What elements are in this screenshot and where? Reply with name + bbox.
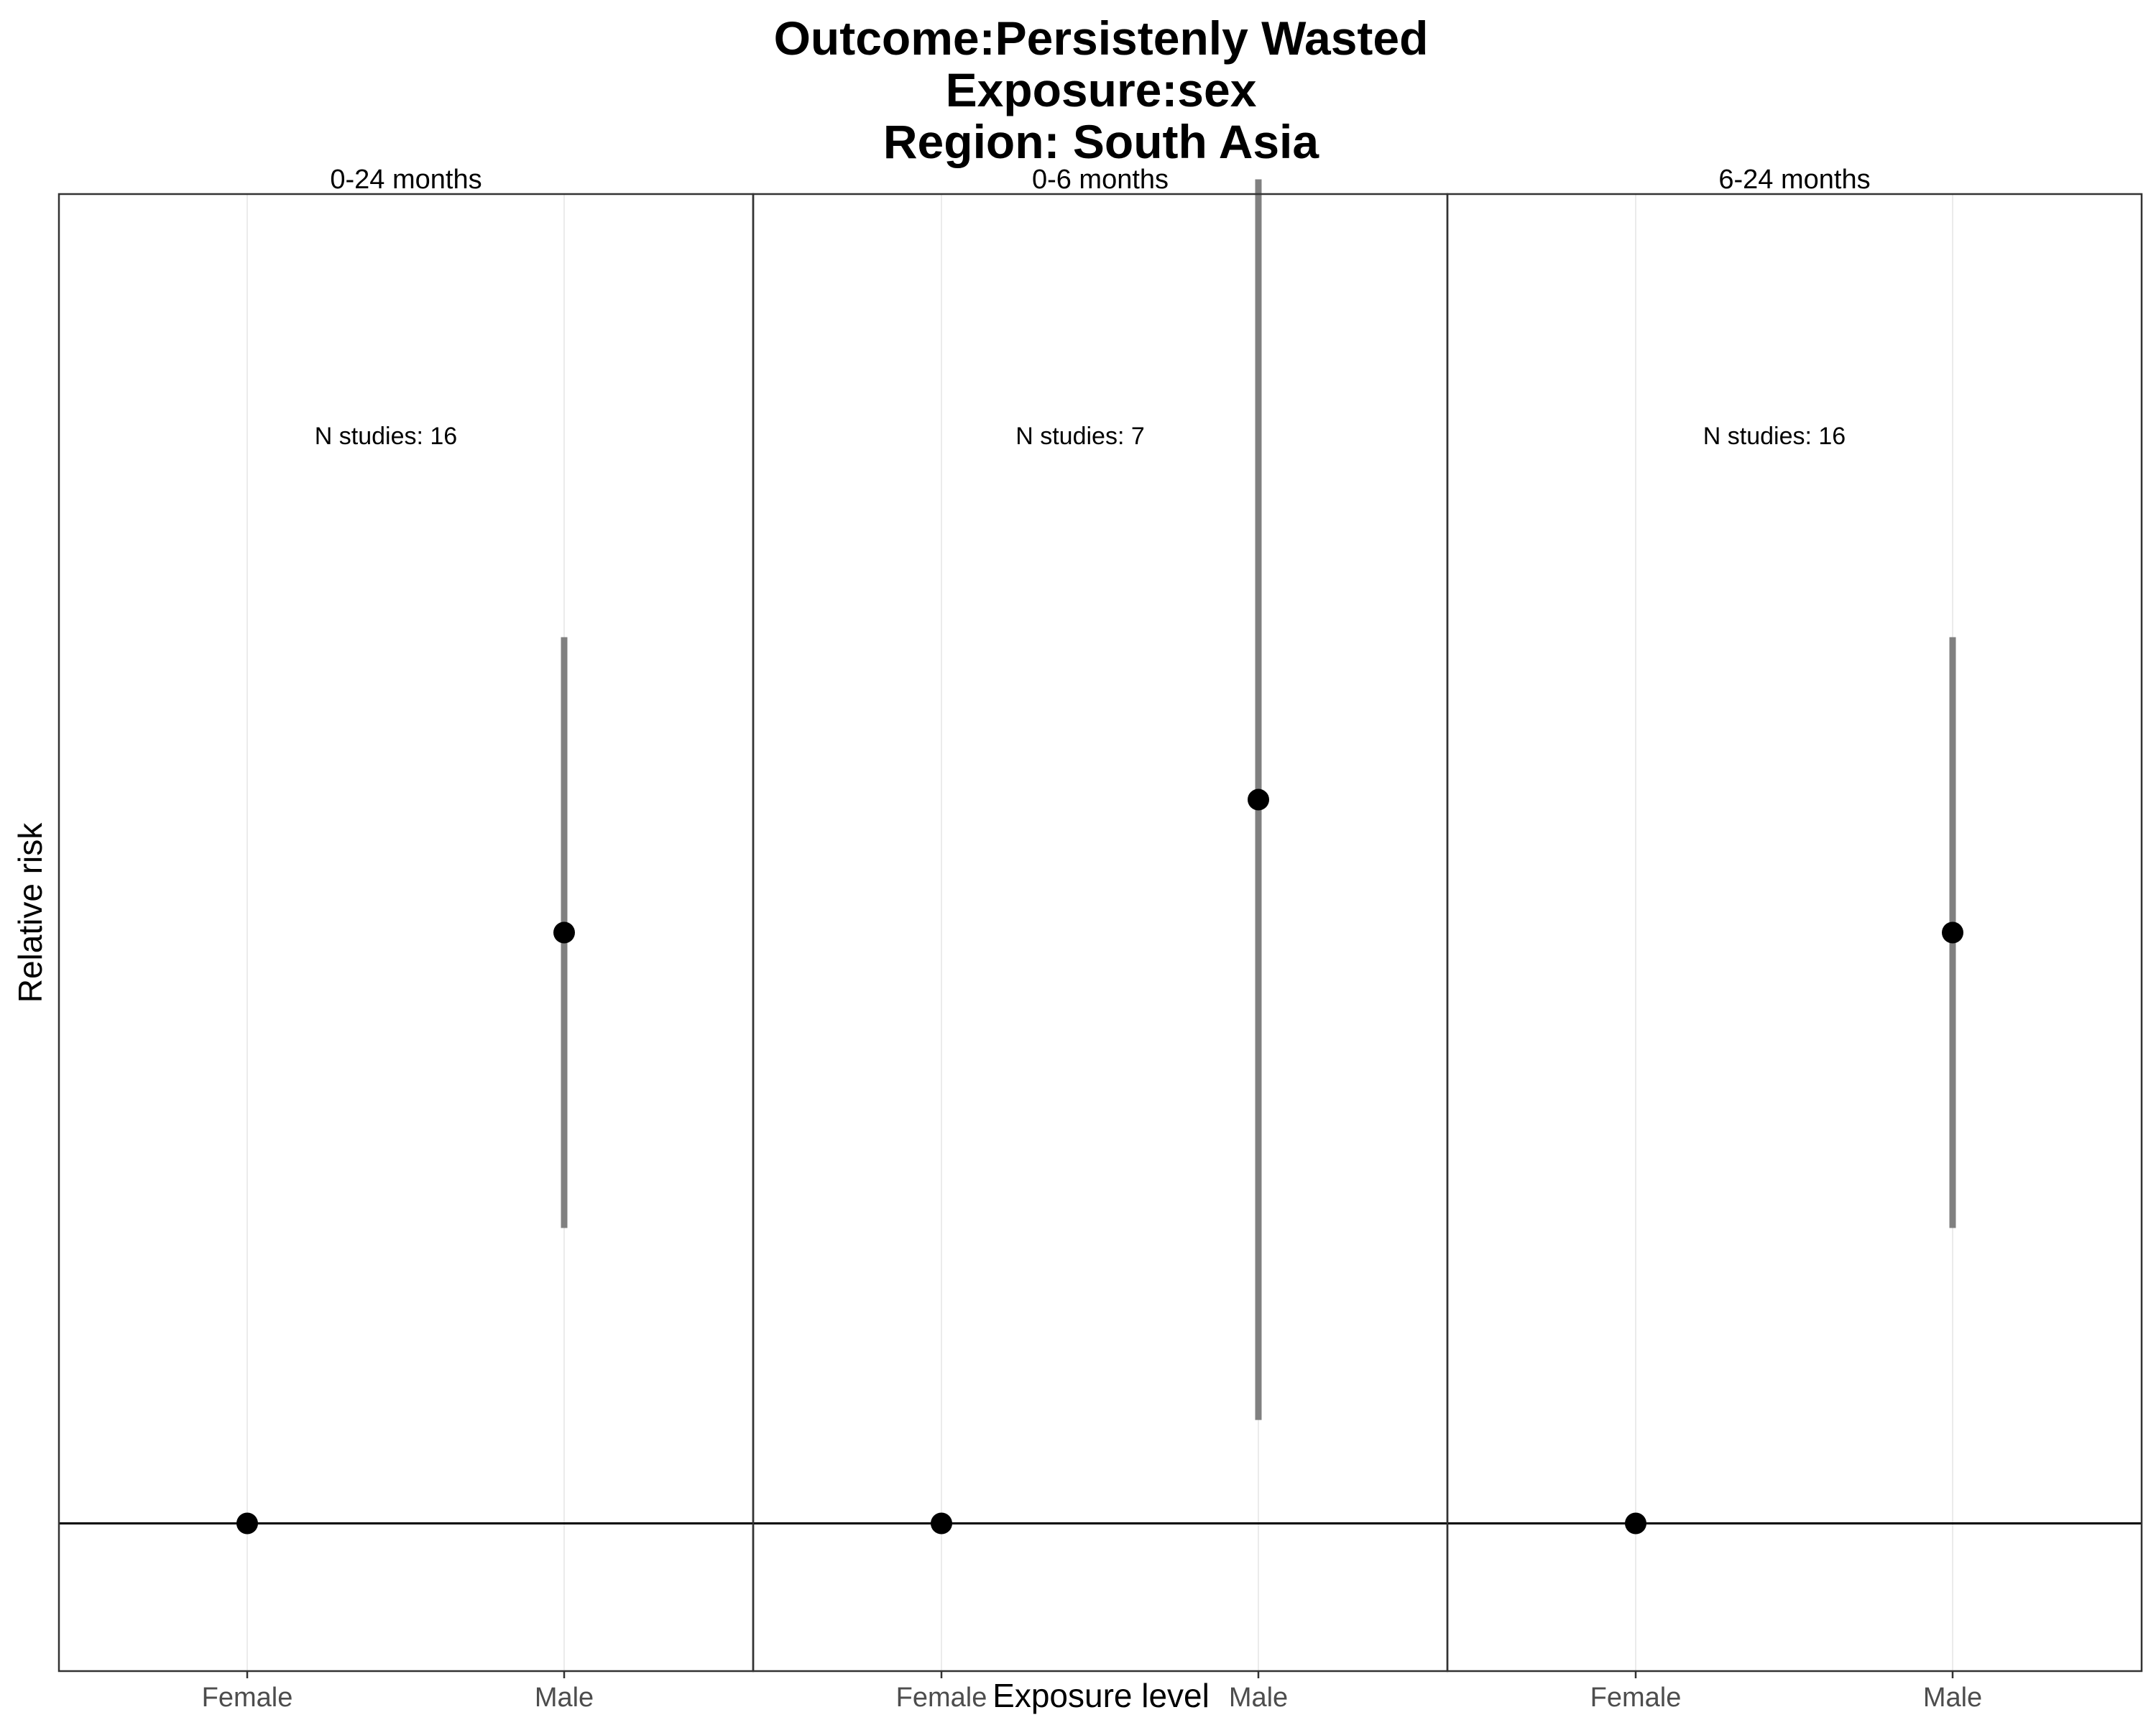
facet-strip-label: 6-24 months bbox=[1718, 165, 1870, 195]
panel-border bbox=[57, 193, 755, 1673]
n-studies-annotation: N studies: 7 bbox=[1015, 423, 1145, 450]
x-axis-title: Exposure level bbox=[992, 1677, 1210, 1714]
data-point bbox=[236, 1512, 258, 1535]
x-tick-label: Female bbox=[1590, 1683, 1682, 1713]
n-studies-annotation: N studies: 16 bbox=[1703, 423, 1846, 450]
chart-title: Outcome:Persistenly Wasted Exposure:sex … bbox=[774, 12, 1429, 168]
facet-panel: 0-6 months N studies: 7 Female Male bbox=[752, 165, 1449, 1713]
data-point bbox=[553, 921, 575, 944]
facet-strip-label: 0-24 months bbox=[330, 165, 482, 195]
n-studies-annotation: N studies: 16 bbox=[315, 423, 457, 450]
y-axis-title: Relative risk bbox=[11, 822, 49, 1003]
data-point bbox=[1625, 1512, 1646, 1535]
facet-strip-label: 0-6 months bbox=[1032, 165, 1169, 195]
x-tick-label: Male bbox=[1229, 1683, 1288, 1713]
title-line-2: Exposure:sex bbox=[946, 63, 1257, 116]
x-tick-label: Male bbox=[535, 1683, 594, 1713]
panel-border bbox=[752, 193, 1449, 1673]
title-line-3: Region: South Asia bbox=[883, 115, 1320, 168]
x-tick-label: Male bbox=[1923, 1683, 1982, 1713]
data-point bbox=[1248, 788, 1269, 811]
x-tick-label: Female bbox=[202, 1683, 293, 1713]
x-tick-label: Female bbox=[896, 1683, 987, 1713]
facet-panel: 6-24 months N studies: 16 Female Male bbox=[1446, 165, 2143, 1713]
facet-panel: 0-24 months N studies: 16 Female Male bbox=[57, 165, 755, 1713]
title-line-1: Outcome:Persistenly Wasted bbox=[774, 12, 1429, 65]
data-point bbox=[1942, 921, 1963, 944]
panel-border bbox=[1446, 193, 2143, 1673]
data-point bbox=[931, 1512, 952, 1535]
